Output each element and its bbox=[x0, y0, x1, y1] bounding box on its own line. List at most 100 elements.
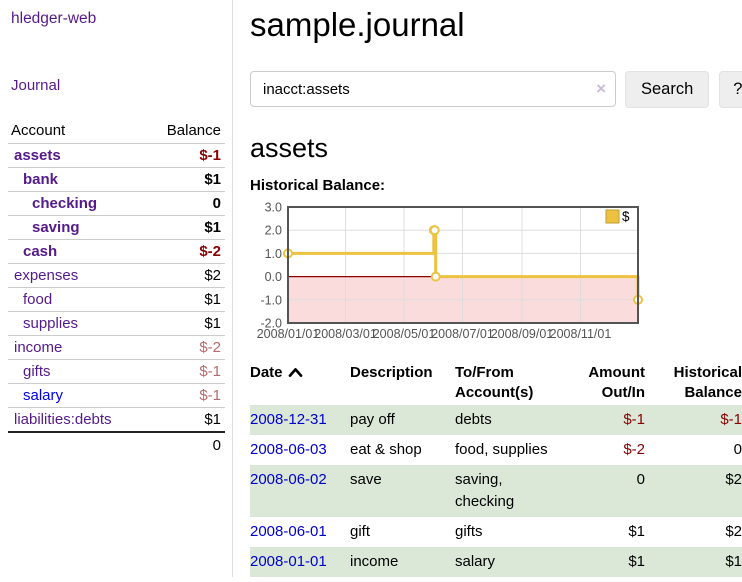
accounts-total-spacer bbox=[8, 431, 145, 458]
register-table: Date Description To/From Account(s) Amou… bbox=[250, 361, 742, 577]
sidebar-account-assets[interactable]: assets bbox=[14, 147, 61, 164]
sidebar-account-supplies[interactable]: supplies bbox=[23, 315, 79, 332]
chart-y-tick-label: 0.0 bbox=[265, 270, 282, 284]
account-balance: 0 bbox=[144, 191, 225, 216]
chart-y-tick-label: 2.0 bbox=[265, 224, 282, 238]
sidebar-account-expenses[interactable]: expenses bbox=[14, 267, 79, 284]
help-button[interactable]: ? bbox=[719, 71, 742, 108]
page-title: sample.journal bbox=[250, 6, 465, 43]
account-name-cell: food bbox=[8, 287, 145, 312]
account-row: income $-2 bbox=[8, 335, 225, 360]
account-balance: $1 bbox=[144, 407, 225, 432]
accounts-header-balance: Balance bbox=[166, 122, 221, 139]
register-header-historical: Historical Balance bbox=[673, 364, 742, 401]
transaction-accounts: debts bbox=[455, 411, 492, 428]
transaction-historical-balance: $-1 bbox=[720, 411, 742, 428]
account-row: expenses $2 bbox=[8, 263, 225, 288]
account-row: checking 0 bbox=[8, 191, 225, 216]
transaction-accounts: food, supplies bbox=[455, 441, 548, 458]
transaction-row: 2008-12-31 pay off debts $-1 $-1 bbox=[250, 405, 742, 435]
transaction-description: gift bbox=[350, 523, 371, 540]
account-row: bank $1 bbox=[8, 167, 225, 192]
account-name-cell: gifts bbox=[8, 359, 145, 384]
transaction-accounts: gifts bbox=[455, 523, 483, 540]
brand-link[interactable]: hledger-web bbox=[11, 10, 97, 27]
account-name-cell: cash bbox=[8, 239, 145, 264]
accounts-total-balance: 0 bbox=[144, 431, 225, 458]
account-name-cell: income bbox=[8, 335, 145, 360]
chart-border bbox=[287, 206, 639, 324]
transaction-historical-balance: $2 bbox=[725, 523, 742, 540]
register-header-date[interactable]: Date bbox=[250, 361, 350, 405]
transaction-date-link[interactable]: 2008-06-01 bbox=[250, 523, 327, 540]
chart-y-tick-label: 1.0 bbox=[265, 247, 282, 261]
account-row: assets $-1 bbox=[8, 143, 225, 168]
register-header-accounts: To/From Account(s) bbox=[455, 364, 534, 401]
transaction-date-cell: 2008-06-03 bbox=[250, 435, 350, 465]
account-row: supplies $1 bbox=[8, 311, 225, 336]
account-name-cell: saving bbox=[8, 215, 145, 240]
account-balance: $1 bbox=[144, 167, 225, 192]
search-input[interactable] bbox=[250, 71, 616, 107]
transaction-date-cell: 2008-12-31 bbox=[250, 405, 350, 435]
transaction-row: 2008-01-01 income salary $1 $1 bbox=[250, 547, 742, 577]
sidebar-account-income[interactable]: income bbox=[14, 339, 63, 356]
chart-title: Historical Balance: bbox=[250, 177, 386, 194]
chart-y-tick-label: -1.0 bbox=[260, 293, 282, 307]
accounts-header-account: Account bbox=[11, 122, 66, 139]
register-header-date-label: Date bbox=[250, 364, 283, 381]
sidebar-account-salary[interactable]: salary bbox=[23, 387, 64, 404]
chart-x-tick-label: 2008/09/01 bbox=[491, 327, 554, 341]
transaction-date-cell: 2008-01-01 bbox=[250, 547, 350, 577]
chart-y-tick-label: -2.0 bbox=[260, 317, 282, 331]
transaction-date-link[interactable]: 2008-06-03 bbox=[250, 441, 327, 458]
account-heading: assets bbox=[250, 133, 329, 163]
transaction-date-link[interactable]: 2008-06-02 bbox=[250, 471, 327, 488]
chart-y-tick-label: 3.0 bbox=[265, 201, 282, 215]
account-balance: $1 bbox=[144, 215, 225, 240]
transaction-date-link[interactable]: 2008-12-31 bbox=[250, 411, 327, 428]
account-row: salary $-1 bbox=[8, 383, 225, 408]
transaction-amount: $1 bbox=[628, 523, 645, 540]
sidebar-account-cash[interactable]: cash bbox=[23, 243, 58, 260]
account-row: saving $1 bbox=[8, 215, 225, 240]
account-row: food $1 bbox=[8, 287, 225, 312]
chart-x-tick-label: 2008/03/01 bbox=[314, 327, 377, 341]
transaction-historical-balance: $1 bbox=[725, 553, 742, 570]
chart-legend-label: $ bbox=[622, 209, 630, 224]
chart-legend-swatch bbox=[605, 209, 620, 224]
main-content: sample.journal × Search ? assets Histori… bbox=[233, 0, 742, 577]
search-button[interactable]: Search bbox=[625, 71, 710, 108]
account-balance: $-2 bbox=[144, 335, 225, 360]
sidebar-item-journal[interactable]: Journal bbox=[11, 77, 61, 94]
account-balance: $-2 bbox=[144, 239, 225, 264]
sidebar-account-liabilities-debts[interactable]: liabilities:debts bbox=[14, 411, 112, 428]
account-row: gifts $-1 bbox=[8, 359, 225, 384]
historical-balance-chart[interactable]: 3.0 2.0 1.0 0.0 -1.0 -2.02008/01/012008/03/01… bbox=[250, 201, 644, 343]
transaction-historical-balance: 0 bbox=[733, 441, 742, 458]
accounts-table: Account Balance assets $-1 bank $1 checking 0… bbox=[8, 119, 225, 458]
chart-x-tick-label: 2008/01/01 bbox=[257, 327, 320, 341]
clear-search-icon[interactable]: × bbox=[596, 79, 606, 98]
sidebar-account-bank[interactable]: bank bbox=[23, 171, 59, 188]
account-balance: $1 bbox=[144, 287, 225, 312]
sidebar-account-checking[interactable]: checking bbox=[32, 195, 98, 212]
transaction-date-link[interactable]: 2008-01-01 bbox=[250, 553, 327, 570]
transaction-row: 2008-06-03 eat & shop food, supplies $-2 0 bbox=[250, 435, 742, 465]
transaction-description: save bbox=[350, 471, 382, 488]
accounts-table-header: Account Balance bbox=[8, 119, 225, 144]
account-row: liabilities:debts $1 bbox=[8, 407, 225, 432]
transaction-amount: $1 bbox=[628, 553, 645, 570]
sidebar-account-saving[interactable]: saving bbox=[32, 219, 80, 236]
chart-x-tick-label: 2008/11/01 bbox=[550, 327, 612, 341]
account-balance: $-1 bbox=[144, 143, 225, 168]
search-form: × Search ? bbox=[250, 71, 742, 108]
sidebar-account-gifts[interactable]: gifts bbox=[23, 363, 51, 380]
register-header-amount: Amount Out/In bbox=[588, 364, 645, 401]
account-row: cash $-2 bbox=[8, 239, 225, 264]
sidebar-account-food[interactable]: food bbox=[23, 291, 53, 308]
account-balance: $1 bbox=[144, 311, 225, 336]
transaction-accounts: saving, checking bbox=[455, 471, 515, 510]
transaction-description: eat & shop bbox=[350, 441, 422, 458]
